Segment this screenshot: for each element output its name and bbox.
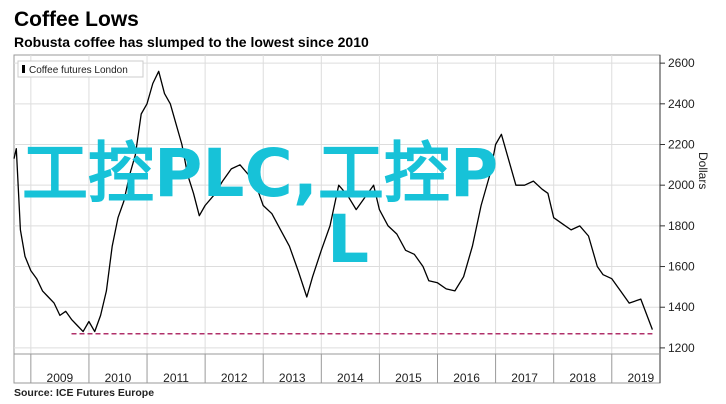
y-tick-label: 2400 bbox=[668, 97, 695, 111]
source-note: Source: ICE Futures Europe bbox=[14, 387, 154, 399]
series bbox=[13, 70, 654, 335]
series-line bbox=[13, 70, 654, 333]
grid bbox=[14, 55, 660, 354]
y-tick-label: 1800 bbox=[668, 219, 695, 233]
legend-box bbox=[17, 60, 144, 78]
source-label: Source: bbox=[14, 387, 54, 399]
chart-subtitle: Robusta coffee has slumped to the lowest… bbox=[14, 34, 369, 50]
x-tick-label: 2018 bbox=[569, 371, 596, 385]
source-text: ICE Futures Europe bbox=[56, 387, 155, 399]
y-tick-label: 1200 bbox=[668, 341, 695, 355]
y-tick-label: 2000 bbox=[668, 178, 695, 192]
x-tick-label: 2009 bbox=[47, 371, 74, 385]
x-tick-label: 2019 bbox=[627, 371, 654, 385]
x-tick-label: 2011 bbox=[163, 371, 189, 385]
x-tick-label: 2014 bbox=[337, 371, 364, 385]
y-tick-label: 1600 bbox=[668, 260, 695, 274]
y-tick-label: 1400 bbox=[668, 300, 695, 314]
x-tick-label: 2010 bbox=[105, 371, 132, 385]
x-tick-label: 2013 bbox=[279, 371, 306, 385]
y-axis-label: Dollars bbox=[696, 152, 710, 189]
legend: Coffee futures London bbox=[17, 60, 144, 78]
x-tick-label: 2017 bbox=[511, 371, 538, 385]
y-axis: 1200 1400 1600 1800 2000 2200 2400 2600 Dollars bbox=[659, 55, 710, 383]
y-tick-label: 2200 bbox=[668, 137, 695, 151]
x-axis: 2009 2010 2011 2012 2013 2014 2015 2016 2017 2018… bbox=[14, 353, 660, 385]
x-tick-label: 2012 bbox=[221, 371, 248, 385]
legend-label: Coffee futures London bbox=[29, 65, 128, 76]
x-tick-label: 2015 bbox=[395, 371, 422, 385]
chart-title: Coffee Lows bbox=[14, 8, 139, 31]
x-tick-label: 2016 bbox=[453, 371, 480, 385]
plot-frame bbox=[13, 54, 661, 384]
legend-swatch bbox=[22, 65, 25, 73]
y-tick-label: 2600 bbox=[668, 56, 695, 70]
